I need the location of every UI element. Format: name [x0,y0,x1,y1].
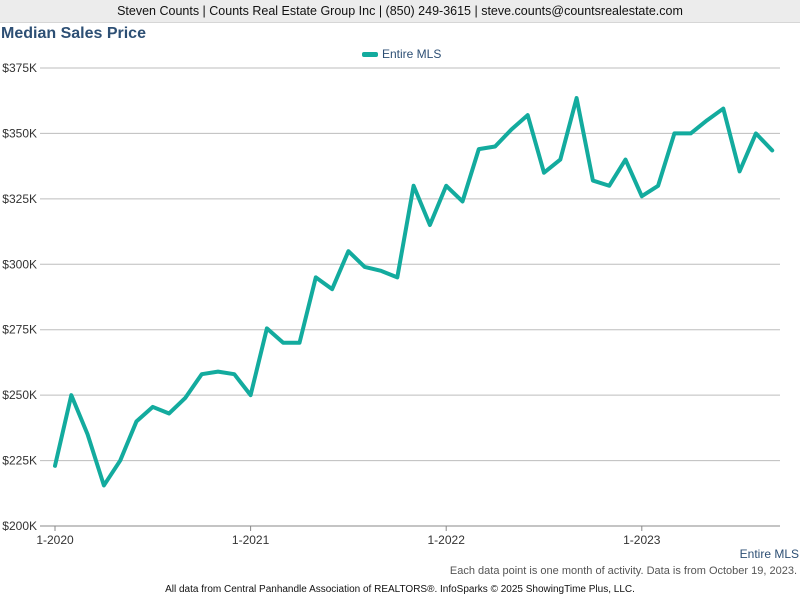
agent-contact-banner: Steven Counts | Counts Real Estate Group… [0,0,800,23]
y-tick-label: $200K [2,519,37,533]
data-point[interactable] [508,127,514,133]
data-point[interactable] [329,286,335,292]
data-point[interactable] [231,371,237,377]
data-point[interactable] [68,392,74,398]
gridlines [40,67,780,527]
data-point[interactable] [590,178,596,184]
chart-legend[interactable]: Entire MLS [362,46,441,62]
y-tick-label: $250K [2,388,37,402]
data-point[interactable] [443,183,449,189]
series-group [52,95,775,488]
data-point[interactable] [769,147,775,153]
data-point[interactable] [280,340,286,346]
legend-swatch [362,51,378,57]
legend-label: Entire MLS [382,47,442,61]
data-point[interactable] [378,268,384,274]
data-point[interactable] [753,130,759,136]
data-point[interactable] [623,157,629,163]
data-point[interactable] [737,168,743,174]
chart-title: Median Sales Price [1,25,146,42]
data-point[interactable] [117,458,123,464]
x-tick-label: 1-2023 [623,533,661,547]
y-tick-label: $375K [2,61,37,75]
data-point[interactable] [671,130,677,136]
agent-contact-text: Steven Counts | Counts Real Estate Group… [117,4,683,18]
data-point[interactable] [182,395,188,401]
data-point[interactable] [215,369,221,375]
data-point[interactable] [345,248,351,254]
data-point[interactable] [427,222,433,228]
data-point[interactable] [313,274,319,280]
y-tick-label: $325K [2,192,37,206]
data-point[interactable] [655,183,661,189]
data-point[interactable] [704,117,710,123]
data-point[interactable] [297,340,303,346]
data-point[interactable] [525,112,531,118]
x-axis: 1-2020 1-2021 1-2022 1-2023 [36,526,661,547]
data-point[interactable] [199,371,205,377]
data-point[interactable] [166,410,172,416]
data-note: Each data point is one month of activity… [449,565,797,577]
y-tick-label: $275K [2,323,37,337]
data-point[interactable] [460,198,466,204]
data-point[interactable] [639,193,645,199]
data-point[interactable] [492,144,498,150]
series-line-entire-mls[interactable] [53,96,775,488]
data-point[interactable] [606,183,612,189]
data-point[interactable] [574,95,580,101]
data-point[interactable] [52,463,58,469]
data-point[interactable] [150,404,156,410]
y-tick-label: $350K [2,126,37,140]
data-point[interactable] [248,392,254,398]
data-point[interactable] [720,106,726,112]
data-point[interactable] [411,183,417,189]
data-point[interactable] [394,274,400,280]
y-tick-label: $225K [2,454,37,468]
data-point[interactable] [557,157,563,163]
x-tick-label: 1-2020 [36,533,74,547]
data-point[interactable] [134,418,140,424]
data-point[interactable] [101,482,107,488]
data-point[interactable] [476,146,482,152]
data-point[interactable] [362,264,368,270]
data-point[interactable] [85,431,91,437]
data-point[interactable] [688,130,694,136]
data-point[interactable] [541,170,547,176]
x-tick-label: 1-2021 [232,533,270,547]
y-axis-labels: $200K $225K $250K $275K $300K $325K $350K $375K [2,61,37,533]
x-tick-label: 1-2022 [428,533,466,547]
footer-credit: All data from Central Panhandle Associat… [165,584,635,595]
series-end-label: Entire MLS [739,547,799,561]
data-point[interactable] [264,325,270,331]
y-tick-label: $300K [2,257,37,271]
